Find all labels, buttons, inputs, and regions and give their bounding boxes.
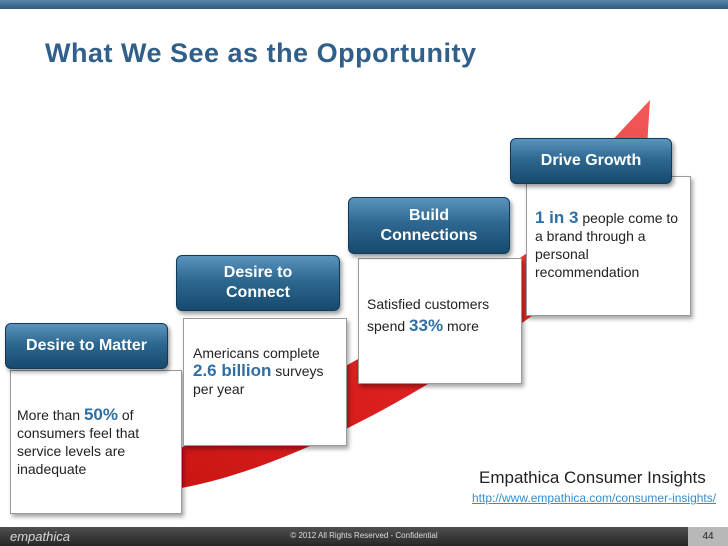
top-accent-bar	[0, 0, 728, 9]
step-2-header: Desire to Connect	[176, 255, 340, 311]
brand-name: Empathica Consumer Insights	[479, 468, 706, 487]
page-number: 44	[688, 527, 728, 546]
step-4-highlight: 1 in 3	[535, 208, 579, 227]
slide-title: What We See as the Opportunity	[45, 38, 477, 68]
step-3-header: Build Connections	[348, 197, 510, 254]
step-2-body: Americans complete 2.6 billion surveys p…	[193, 345, 324, 397]
step-2-header-line2: Connect	[226, 284, 290, 301]
consumer-insights-link[interactable]: http://www.empathica.com/consumer-insigh…	[472, 491, 717, 505]
step-1-highlight: 50%	[83, 405, 118, 424]
step-3-header-line2: Connections	[380, 226, 478, 244]
step-3-body: Satisfied customers spend 33% more	[367, 296, 490, 335]
step-4-body: 1 in 3 people come to a brand through a …	[535, 208, 679, 281]
step-4-header-text: Drive Growth	[540, 152, 642, 169]
step-3-box	[358, 258, 522, 384]
step-2-box	[183, 318, 347, 446]
step-1-box	[10, 370, 182, 514]
step-1-body: More than 50% of consumers feel that ser…	[17, 405, 140, 478]
footer-bar: empathica © 2012 All Rights Reserved - C…	[0, 527, 728, 546]
empathica-logo: empathica	[10, 529, 70, 544]
step-3-highlight: 33%	[409, 316, 444, 335]
step-2-header-line1: Desire to	[223, 264, 293, 281]
step-3-header-line1: Build	[409, 206, 449, 224]
step-2-highlight: 2.6 billion	[193, 361, 272, 380]
copyright-text: © 2012 All Rights Reserved - Confidentia…	[290, 531, 438, 540]
step-1-header: Desire to Matter	[5, 323, 168, 369]
step-1-header-text: Desire to Matter	[26, 337, 147, 354]
step-4-header: Drive Growth	[510, 138, 672, 184]
